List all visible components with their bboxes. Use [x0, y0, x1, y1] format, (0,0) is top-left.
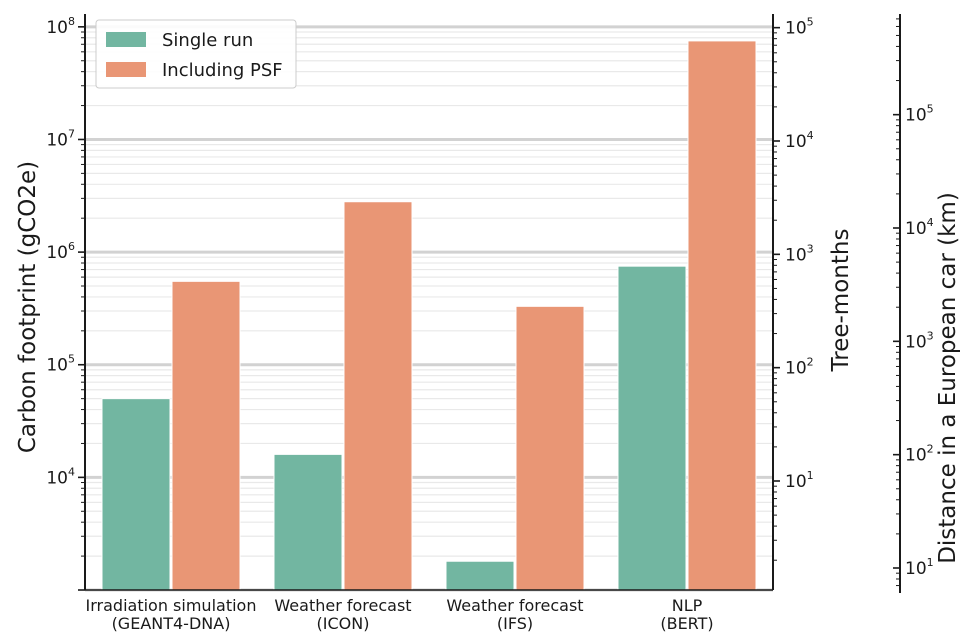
car-distance-tick-label: 101: [905, 556, 934, 579]
x-tick-label: Weather forecast: [446, 596, 583, 615]
y-tick-label: 108: [46, 15, 75, 38]
bars: [101, 40, 757, 591]
legend-swatch-single-run: [106, 32, 146, 47]
car-distance-axis-label: Distance in a European car (km): [935, 192, 961, 564]
category-labels: Irradiation simulation(GEANT4-DNA) Weathe…: [86, 596, 714, 633]
legend-label-single-run: Single run: [162, 30, 253, 51]
legend-label-including-psf: Including PSF: [162, 60, 283, 81]
x-tick-label: Weather forecast: [274, 596, 411, 615]
tree-months-tick-label: 103: [785, 242, 814, 265]
x-tick-label: (ICON): [317, 614, 370, 633]
tick-labels: 104 105 106 107 108 101 102 103 104 105 101 102 103 1…: [46, 15, 933, 579]
car-distance-tick-label: 104: [905, 216, 934, 239]
legend-swatch-including-psf: [106, 62, 146, 77]
bar-single-run-3: [617, 265, 687, 591]
x-tick-label: NLP: [672, 596, 703, 615]
x-tick-label: (IFS): [497, 614, 533, 633]
y-tick-label: 104: [46, 465, 75, 488]
bar-single-run-1: [273, 453, 343, 591]
x-tick-label: (BERT): [660, 614, 713, 633]
y-axis-label: Carbon footprint (gCO2e): [15, 161, 41, 453]
legend: Single run Including PSF: [95, 19, 297, 89]
bar-single-run-0: [101, 398, 171, 591]
x-tick-label: (GEANT4-DNA): [112, 614, 231, 633]
bar-including-psf-3: [687, 40, 757, 591]
y-tick-label: 105: [46, 353, 75, 376]
tree-months-tick-label: 101: [785, 469, 814, 492]
tree-months-axis-label: Tree-months: [828, 229, 854, 373]
bar-including-psf-1: [343, 201, 413, 591]
axes: [78, 14, 901, 593]
y-tick-label: 106: [46, 240, 75, 263]
car-distance-tick-label: 105: [905, 103, 934, 126]
car-distance-tick-label: 102: [905, 443, 934, 466]
tree-months-tick-label: 105: [785, 16, 814, 39]
car-distance-tick-label: 103: [905, 329, 934, 352]
x-tick-label: Irradiation simulation: [86, 596, 257, 615]
bar-including-psf-0: [171, 280, 241, 591]
bar-including-psf-2: [515, 305, 585, 591]
tree-months-tick-label: 104: [785, 129, 814, 152]
y-tick-label: 107: [46, 127, 75, 150]
bar-single-run-2: [445, 560, 515, 591]
tree-months-tick-label: 102: [785, 356, 814, 379]
